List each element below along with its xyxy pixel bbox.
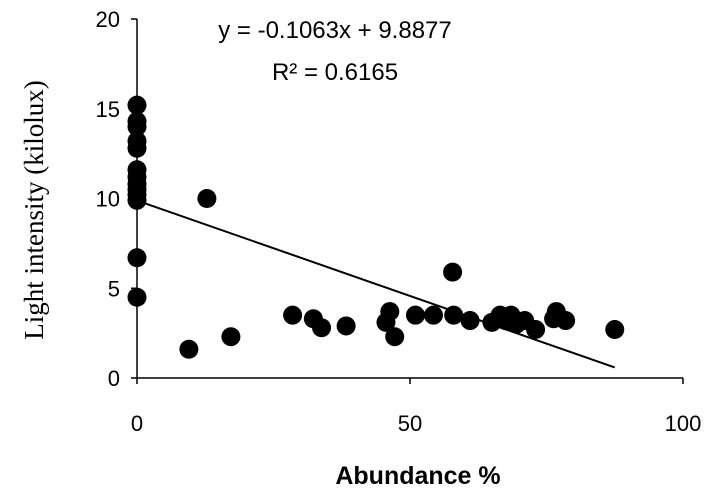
trendline-group <box>136 199 616 369</box>
data-point <box>380 302 400 322</box>
trendline-equation: y = -0.1063x + 9.8877 <box>218 17 452 44</box>
y-tick-label: 5 <box>108 276 120 301</box>
y-axis-label: Light intensity (kilolux) <box>19 80 49 339</box>
data-point <box>385 327 405 347</box>
x-tick-label: 0 <box>131 411 143 436</box>
x-axis-label: Abundance % <box>335 462 500 490</box>
axes: 0 5 10 15 20 0 50 100 <box>96 7 702 436</box>
data-point <box>127 248 147 268</box>
trendline <box>136 199 616 369</box>
x-tick-label: 50 <box>398 411 422 436</box>
data-point <box>221 327 241 347</box>
y-tick-label: 15 <box>96 97 120 122</box>
data-point <box>444 305 464 325</box>
chart-labels: y = -0.1063x + 9.8877 R² = 0.6165 Abunda… <box>19 17 501 490</box>
data-point <box>127 190 147 210</box>
data-point <box>127 138 147 158</box>
data-point <box>312 318 332 338</box>
y-tick-label: 10 <box>96 187 120 212</box>
y-tick-label: 0 <box>108 366 120 391</box>
data-point <box>127 95 147 115</box>
x-tick-label: 100 <box>665 411 702 436</box>
data-point <box>556 311 576 331</box>
data-point <box>526 320 546 340</box>
data-point <box>179 339 199 359</box>
data-point <box>197 189 217 208</box>
y-tick-label: 20 <box>96 7 120 32</box>
data-point <box>336 316 356 336</box>
data-point <box>127 117 147 137</box>
trendline-r-squared: R² = 0.6165 <box>272 59 398 86</box>
data-point <box>605 320 625 340</box>
data-point <box>283 305 303 325</box>
data-points <box>127 95 625 359</box>
data-point <box>443 262 463 282</box>
data-point <box>423 305 443 325</box>
data-point <box>405 305 425 325</box>
data-point <box>460 311 480 331</box>
data-point <box>127 287 147 307</box>
